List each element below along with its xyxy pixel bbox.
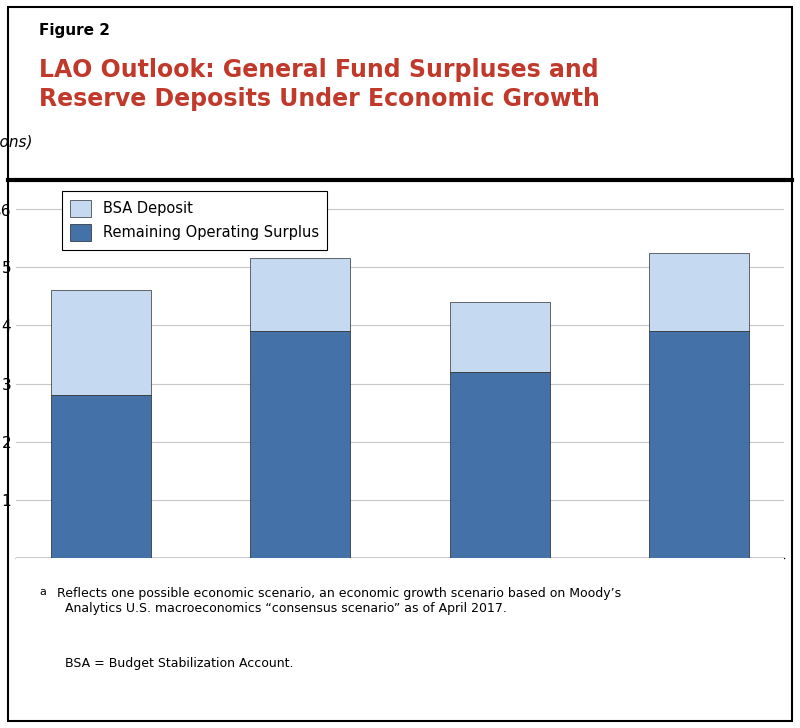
Bar (650, 253, 749, 331)
Bar (51, 395, 150, 558)
Text: Figure 2: Figure 2 (39, 23, 110, 38)
Text: (In Billions): (In Billions) (0, 135, 32, 150)
Text: Reflects one possible economic scenario, an economic growth scenario based on Mo: Reflects one possible economic scenario,… (53, 587, 621, 614)
Text: a: a (39, 587, 46, 596)
Legend: BSA Deposit, Remaining Operating Surplus: BSA Deposit, Remaining Operating Surplus (62, 191, 327, 250)
Bar (450, 302, 550, 372)
Bar (650, 331, 749, 558)
Bar (450, 372, 550, 558)
Bar (51, 290, 150, 395)
Text: BSA = Budget Stabilization Account.: BSA = Budget Stabilization Account. (53, 657, 294, 670)
Bar (250, 331, 350, 558)
Text: LAO Outlook: General Fund Surpluses and
Reserve Deposits Under Economic Growth: LAO Outlook: General Fund Surpluses and … (39, 58, 600, 111)
Bar (250, 258, 350, 331)
